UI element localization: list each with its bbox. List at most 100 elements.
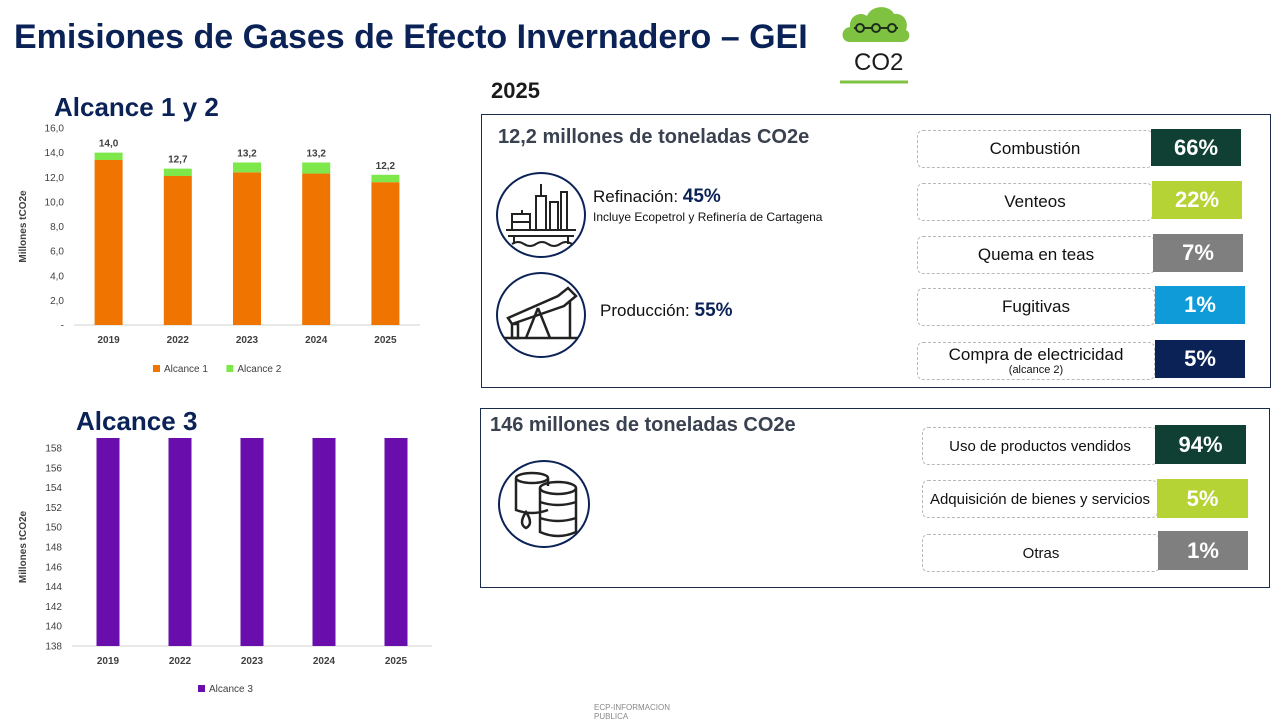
bar-alcance-3 <box>168 438 192 646</box>
data-label: 12,2 <box>376 161 396 172</box>
y-tick-label: 158 <box>45 444 62 455</box>
scope12-panel-title: 12,2 millones de toneladas CO2e <box>498 126 810 148</box>
footer-line: PUBLICA <box>594 712 629 721</box>
bar-alcance-1 <box>94 160 123 325</box>
oil-barrels-icon-circle <box>498 460 590 548</box>
x-tick-label: 2025 <box>374 335 397 346</box>
x-tick-label: 2024 <box>305 335 328 346</box>
year-label: 2025 <box>491 78 540 103</box>
y-tick-label: 140 <box>45 622 62 633</box>
bar-alcance-3 <box>96 438 120 646</box>
oil-barrels-icon <box>514 471 578 538</box>
y-tick-label: 156 <box>45 463 62 474</box>
y-tick-label: 138 <box>45 642 62 653</box>
refinacion-note: Incluye Ecopetrol y Refinería de Cartage… <box>593 210 823 224</box>
item-label-box: Otras <box>922 534 1160 572</box>
x-tick-label: 2019 <box>97 335 120 346</box>
item-label-box: Uso de productos vendidos <box>922 427 1158 465</box>
item-label-box: Quema en teas <box>917 236 1155 274</box>
scope3-panel <box>480 408 1270 588</box>
y-tick-label: 12,0 <box>45 173 65 184</box>
chart-alcance-3: 138 140 142 144 146 148 150 152 154 156 158 Millone… <box>18 438 432 695</box>
refinacion-percent: 45% <box>682 186 721 207</box>
item-label-box: Combustión <box>917 130 1153 168</box>
x-tick-label: 2023 <box>236 335 259 346</box>
co2-cloud-icon: CO2 <box>840 7 910 84</box>
y-axis-title: Millones tCO2e <box>18 510 29 583</box>
x-tick-label: 2022 <box>167 335 190 346</box>
y-tick-label: 2,0 <box>50 296 64 307</box>
bar-alcance-1 <box>302 173 331 325</box>
item-label: Otras <box>1022 544 1060 562</box>
y-tick-label: 16,0 <box>45 124 65 135</box>
y-tick-label: 14,0 <box>45 148 65 159</box>
footer-line: ECP-INFORMACION <box>594 703 670 712</box>
y-tick-label: 146 <box>45 562 62 573</box>
logo-text: CO2 <box>854 49 903 76</box>
legend-swatch <box>198 685 205 692</box>
item-label: Quema en teas <box>977 245 1095 264</box>
y-tick-label: 150 <box>45 523 62 534</box>
legend-label: Alcance 1 <box>164 364 208 375</box>
classification-footer: ECP-INFORMACION PUBLICA <box>594 703 670 721</box>
legend-label: Alcance 3 <box>209 684 253 695</box>
bar-alcance-3 <box>384 438 408 646</box>
data-label: 14,0 <box>99 139 119 150</box>
item-percent: 22% <box>1152 181 1242 219</box>
item-label: Fugitivas <box>1001 297 1071 316</box>
item-label: Adquisición de bienes y servicios <box>929 490 1151 508</box>
item-percent: 66% <box>1151 129 1241 166</box>
item-percent: 5% <box>1157 479 1248 518</box>
bar-alcance-2 <box>371 174 400 183</box>
bar-alcance-2 <box>94 152 123 161</box>
item-label: Venteos <box>1004 192 1066 211</box>
produccion-line: Producción: 55% <box>600 300 733 322</box>
bar-alcance-2 <box>302 162 331 174</box>
refinacion-label: Refinación: <box>593 187 679 206</box>
bar-alcance-1 <box>371 182 400 325</box>
pumpjack-icon-circle <box>496 272 586 358</box>
refinacion-line: Refinación: 45% <box>593 186 721 208</box>
y-tick-label: 142 <box>45 602 62 613</box>
item-percent: 1% <box>1155 286 1245 324</box>
bar-alcance-1 <box>233 172 261 325</box>
y-tick-label: 6,0 <box>50 247 64 258</box>
produccion-percent: 55% <box>694 300 733 321</box>
item-label-box: Adquisición de bienes y servicios <box>922 480 1158 518</box>
item-label-box: Fugitivas <box>917 288 1155 326</box>
scope3-panel-title: 146 millones de toneladas CO2e <box>490 414 796 436</box>
data-label: 13,2 <box>237 148 257 159</box>
bar-alcance-2 <box>233 162 261 173</box>
item-label: Uso de productos vendidos <box>949 437 1131 455</box>
y-tick-label: - <box>61 321 64 332</box>
x-tick-label: 2025 <box>385 656 408 667</box>
legend-swatch <box>153 365 160 372</box>
refinery-icon-circle <box>496 172 586 258</box>
item-label-box: Compra de electricidad (alcance 2) <box>917 342 1155 380</box>
pumpjack-icon <box>504 286 578 340</box>
chart1-title: Alcance 1 y 2 <box>54 92 219 122</box>
bar-alcance-1 <box>163 176 192 325</box>
bar-alcance-3 <box>312 438 336 646</box>
produccion-label: Producción: <box>600 301 690 320</box>
item-percent: 94% <box>1155 425 1246 464</box>
item-percent: 7% <box>1153 234 1243 272</box>
item-sublabel: (alcance 2) <box>1008 363 1064 376</box>
item-label-box: Venteos <box>917 183 1153 221</box>
chart-alcance-1-2: - 2,0 4,0 6,0 8,0 10,0 12,0 14,0 16,0 Millones tC… <box>18 124 420 375</box>
item-label: Compra de electricidad <box>948 344 1124 364</box>
y-tick-label: 148 <box>45 543 62 554</box>
refinery-icon <box>506 184 576 247</box>
x-tick-label: 2019 <box>97 656 120 667</box>
x-tick-label: 2024 <box>313 656 336 667</box>
data-label: 12,7 <box>168 155 188 166</box>
bar-alcance-2 <box>163 168 192 177</box>
y-tick-label: 8,0 <box>50 222 64 233</box>
legend-label: Alcance 2 <box>237 364 281 375</box>
x-tick-label: 2023 <box>241 656 264 667</box>
y-tick-label: 152 <box>45 503 62 514</box>
y-tick-label: 154 <box>45 483 62 494</box>
bar-alcance-3 <box>240 438 264 646</box>
x-tick-label: 2022 <box>169 656 192 667</box>
y-axis-title: Millones tCO2e <box>18 190 29 263</box>
